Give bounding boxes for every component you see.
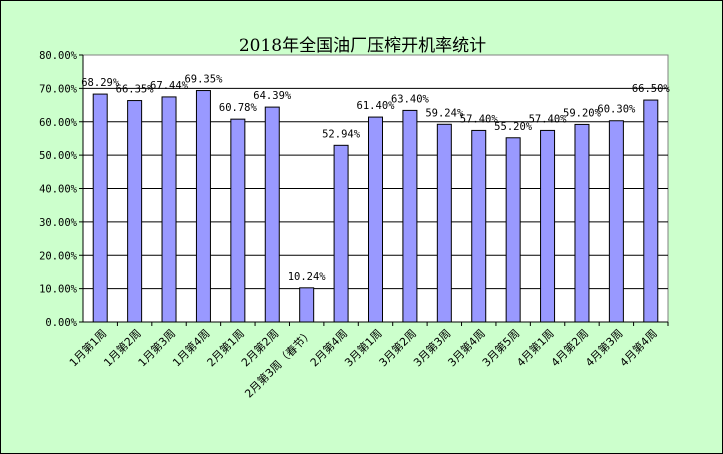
bar — [92, 93, 108, 323]
bars — [92, 90, 659, 323]
bar — [127, 100, 143, 323]
data-label: 67.44% — [150, 80, 189, 92]
data-label: 66.35% — [116, 84, 155, 96]
bar — [402, 109, 418, 323]
data-label: 68.29% — [81, 77, 120, 89]
chart-title: 2018年全国油厂压榨开机率统计 — [238, 36, 487, 56]
data-label: 10.24% — [288, 271, 327, 283]
y-tick-label: 70.00% — [39, 83, 78, 95]
bar — [368, 116, 383, 323]
bar — [643, 99, 659, 323]
y-tick-label: 30.00% — [39, 217, 78, 229]
data-label: 59.24% — [425, 107, 464, 119]
y-tick-label: 80.00% — [39, 50, 78, 62]
bar — [195, 90, 211, 323]
bar — [471, 129, 487, 323]
data-label: 63.40% — [391, 93, 430, 105]
bar — [299, 287, 315, 323]
data-label: 60.78% — [219, 102, 258, 114]
data-label: 60.30% — [597, 104, 636, 116]
data-label: 57.40% — [529, 113, 568, 125]
y-tick-label: 50.00% — [39, 150, 78, 162]
y-tick-label: 40.00% — [39, 184, 78, 196]
y-axis: 0.00% 10.00% 20.00% 30.00% 40.00% 50.00% 60.00… — [39, 50, 669, 329]
data-label: 52.94% — [322, 128, 361, 140]
bar — [540, 129, 556, 323]
bar — [436, 123, 452, 323]
data-label: 55.20% — [494, 121, 533, 133]
data-label: 61.40% — [357, 100, 396, 112]
y-tick-label: 20.00% — [39, 250, 78, 262]
x-axis-labels: 1月第1周1月第2周1月第3周1月第4周2月第1周2月第2周2月第3周（春节）2… — [66, 326, 660, 400]
y-tick-label: 10.00% — [39, 284, 78, 296]
data-label: 66.50% — [632, 83, 671, 95]
bar — [333, 144, 349, 323]
x-tick-label: 4月第4周 — [617, 326, 660, 369]
data-label: 64.39% — [253, 90, 292, 102]
data-label: 59.20% — [563, 107, 602, 119]
bar — [264, 106, 280, 323]
y-tick-label: 60.00% — [39, 117, 78, 129]
y-tick-label: 0.00% — [45, 317, 77, 329]
data-label: 57.40% — [460, 113, 499, 125]
bar — [230, 118, 246, 323]
bar — [574, 123, 590, 323]
data-label: 69.35% — [184, 74, 223, 86]
data-labels: 68.29%66.35%67.44%69.35% 60.78%64.39% 10.2… — [81, 74, 670, 283]
bar — [161, 96, 177, 323]
bar — [505, 137, 521, 323]
bar — [608, 120, 624, 323]
